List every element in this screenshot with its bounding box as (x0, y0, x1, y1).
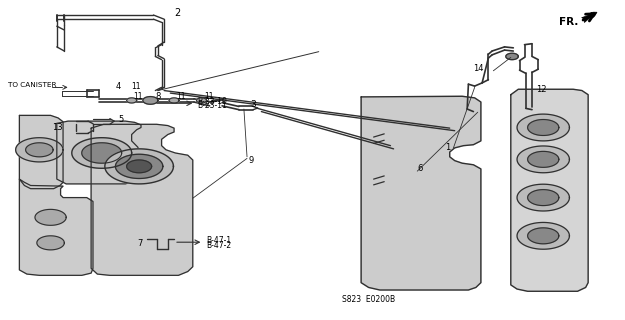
Polygon shape (35, 209, 66, 225)
Text: 12: 12 (536, 85, 546, 94)
Polygon shape (511, 89, 588, 291)
Text: 2: 2 (174, 8, 180, 18)
Text: 11: 11 (176, 92, 186, 101)
Polygon shape (19, 179, 93, 275)
Text: 5: 5 (118, 115, 123, 124)
Polygon shape (361, 96, 481, 290)
Polygon shape (528, 228, 559, 244)
Text: 7: 7 (138, 239, 143, 248)
Text: FR.: FR. (559, 17, 578, 28)
Polygon shape (169, 98, 179, 103)
Polygon shape (82, 143, 122, 163)
Polygon shape (517, 222, 569, 249)
Polygon shape (196, 98, 206, 103)
Text: B-23-11: B-23-11 (197, 101, 227, 110)
Polygon shape (105, 149, 173, 184)
Polygon shape (528, 151, 559, 167)
Text: 8: 8 (156, 92, 161, 101)
Polygon shape (127, 98, 137, 103)
Polygon shape (116, 154, 163, 179)
Polygon shape (26, 143, 53, 157)
Polygon shape (143, 97, 158, 104)
Text: 11: 11 (204, 92, 214, 101)
Text: 11: 11 (132, 82, 141, 91)
Polygon shape (37, 236, 64, 250)
Polygon shape (16, 138, 63, 162)
Text: B-47-1: B-47-1 (206, 236, 232, 245)
Polygon shape (127, 160, 152, 173)
Text: 9: 9 (249, 156, 254, 164)
Polygon shape (528, 190, 559, 205)
Text: 6: 6 (418, 164, 422, 173)
Polygon shape (72, 138, 132, 168)
Polygon shape (506, 53, 518, 60)
Polygon shape (91, 124, 192, 275)
Text: B-47-2: B-47-2 (206, 241, 232, 250)
Polygon shape (528, 120, 559, 135)
Text: 11: 11 (133, 92, 142, 101)
Text: 1: 1 (445, 143, 450, 152)
Text: B-23-10: B-23-10 (197, 97, 227, 106)
Polygon shape (517, 114, 569, 141)
Text: 4: 4 (115, 82, 121, 91)
Polygon shape (517, 184, 569, 211)
Text: 14: 14 (473, 64, 484, 73)
Text: S823  E0200B: S823 E0200B (342, 295, 396, 304)
Text: TO CANISTER: TO CANISTER (8, 82, 57, 88)
Text: 3: 3 (250, 100, 256, 109)
Text: 13: 13 (52, 123, 63, 132)
Polygon shape (517, 146, 569, 173)
Polygon shape (19, 116, 63, 189)
Polygon shape (57, 121, 141, 184)
